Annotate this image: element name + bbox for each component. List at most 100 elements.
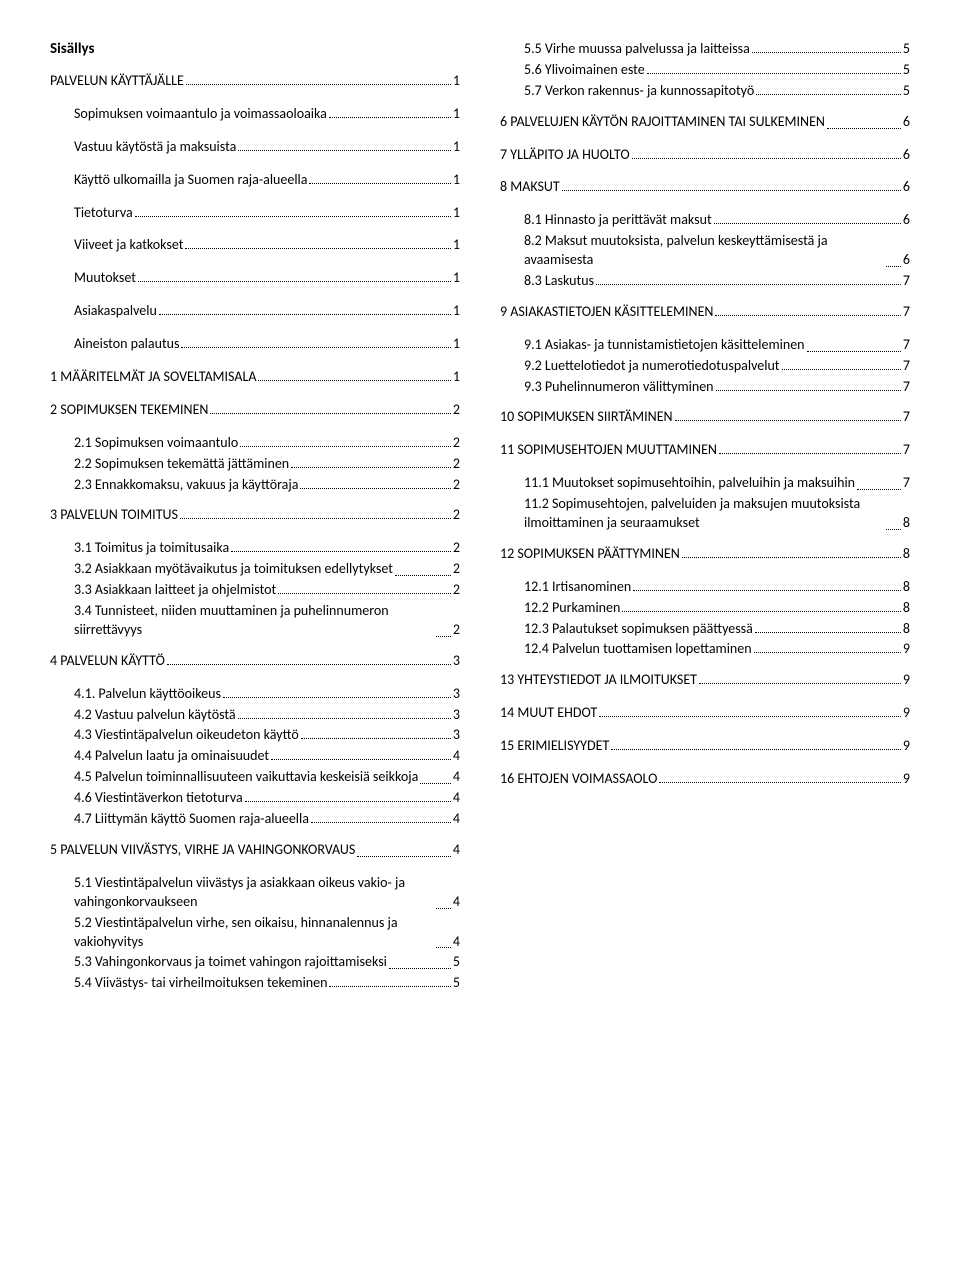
toc-entry-text: 16 EHTOJEN VOIMASSAOLO	[500, 770, 657, 789]
toc-entry-text: Tietoturva	[74, 204, 133, 223]
toc-entry-page: 4	[453, 789, 460, 808]
toc-leader-dots	[715, 315, 900, 316]
toc-entry-text: Vastuu käytöstä ja maksuista	[74, 138, 236, 157]
toc-entry-text: 5.5 Virhe muussa palvelussa ja laitteiss…	[524, 40, 750, 59]
toc-entry: 3.2 Asiakkaan myötävaikutus ja toimituks…	[50, 560, 460, 579]
toc-leader-dots	[886, 266, 901, 267]
toc-entry: 13 YHTEYSTIEDOT JA ILMOITUKSET9	[500, 671, 910, 690]
toc-entry: PALVELUN KÄYTTÄJÄLLE1	[50, 72, 460, 91]
toc-entry-page: 4	[453, 933, 460, 952]
toc-leader-dots	[436, 947, 451, 948]
toc-entry: 10 SOPIMUKSEN SIIRTÄMINEN7	[500, 408, 910, 427]
toc-entry: 5.7 Verkon rakennus- ja kunnossapitotyö5	[500, 82, 910, 101]
toc-leader-dots	[301, 738, 451, 739]
toc-entry: 9.3 Puhelinnumeron välittyminen 7	[500, 378, 910, 397]
toc-entry-page: 8	[903, 514, 910, 533]
toc-entry: Asiakaspalvelu1	[50, 302, 460, 321]
toc-leader-dots	[223, 697, 451, 698]
toc-entry: Muutokset1	[50, 269, 460, 288]
toc-entry-text: 8 MAKSUT	[500, 178, 560, 197]
toc-entry-text: 14 MUUT EHDOT	[500, 704, 597, 723]
toc-entry-text: 4.3 Viestintäpalvelun oikeudeton käyttö	[74, 726, 299, 745]
toc-entry-page: 9	[903, 704, 910, 723]
toc-entry-page: 3	[453, 726, 460, 745]
toc-entry-text: 3.3 Asiakkaan laitteet ja ohjelmistot	[74, 581, 276, 600]
toc-leader-dots	[754, 652, 901, 653]
toc-entry-page: 1	[453, 236, 460, 255]
toc-entry-text: 4.1. Palvelun käyttöoikeus	[74, 685, 221, 704]
toc-leader-dots	[596, 284, 901, 285]
right-column: 5.5 Virhe muussa palvelussa ja laitteiss…	[500, 40, 910, 995]
toc-entry: Käyttö ulkomailla ja Suomen raja-alueell…	[50, 171, 460, 190]
toc-entry-text: 10 SOPIMUKSEN SIIRTÄMINEN	[500, 408, 673, 427]
toc-entry-text: 12.2 Purkaminen	[524, 599, 620, 618]
toc-entry: 2.2 Sopimuksen tekemättä jättäminen2	[50, 455, 460, 474]
toc-entry-text: Aineiston palautus	[74, 335, 179, 354]
toc-entry-page: 4	[453, 893, 460, 912]
toc-entry-page: 9	[903, 640, 910, 659]
toc-entry: 8 MAKSUT6	[500, 178, 910, 197]
toc-entry-text: 5.3 Vahingonkorvaus ja toimet vahingon r…	[74, 953, 387, 972]
toc-leader-dots	[756, 94, 901, 95]
toc-entry-page: 5	[903, 61, 910, 80]
toc-entry-text: 4.2 Vastuu palvelun käytöstä	[74, 706, 236, 725]
toc-entry-page: 7	[903, 336, 910, 355]
toc-entry-page: 2	[453, 539, 460, 558]
toc-entry-page: 6	[903, 146, 910, 165]
toc-entry-text: PALVELUN KÄYTTÄJÄLLE	[50, 72, 184, 91]
toc-leader-dots	[159, 314, 451, 315]
toc-leader-dots	[675, 420, 901, 421]
toc-entry-page: 9	[903, 770, 910, 789]
toc-entry: 12.2 Purkaminen8	[500, 599, 910, 618]
toc-entry-page: 1	[453, 105, 460, 124]
toc-entry-page: 7	[903, 357, 910, 376]
toc-entry-text: 8.1 Hinnasto ja perittävät maksut	[524, 211, 712, 230]
toc-entry-page: 7	[903, 378, 910, 397]
toc-entry: 12.1 Irtisanominen8	[500, 578, 910, 597]
toc-entry-text: 6 PALVELUJEN KÄYTÖN RAJOITTAMINEN TAI SU…	[500, 113, 825, 132]
toc-leader-dots	[562, 190, 901, 191]
toc-leader-dots	[278, 593, 451, 594]
toc-entry-text: 11.1 Muutokset sopimusehtoihin, palvelui…	[524, 474, 855, 493]
toc-leader-dots	[135, 216, 451, 217]
toc-entry: 15 ERIMIELISYYDET9	[500, 737, 910, 756]
toc-entry: 7 YLLÄPITO JA HUOLTO6	[500, 146, 910, 165]
toc-entry-page: 4	[453, 810, 460, 829]
toc-entry-text: 9.1 Asiakas- ja tunnistamistietojen käsi…	[524, 336, 805, 355]
toc-entry-text: 2 SOPIMUKSEN TEKEMINEN	[50, 401, 208, 420]
toc-leader-dots	[395, 575, 451, 576]
toc-entry-page: 4	[453, 768, 460, 787]
toc-leader-dots	[632, 158, 901, 159]
toc-leader-dots	[329, 986, 450, 987]
toc-entry-text: 15 ERIMIELISYYDET	[500, 737, 609, 756]
toc-entry-page: 2	[453, 401, 460, 420]
toc-entry: 3 PALVELUN TOIMITUS2	[50, 506, 460, 525]
toc-entry-page: 4	[453, 841, 460, 860]
toc-leader-dots	[300, 488, 450, 489]
toc-entry: 11 SOPIMUSEHTOJEN MUUTTAMINEN7	[500, 441, 910, 460]
toc-leader-dots	[807, 351, 901, 352]
toc-entry: 5.1 Viestintäpalvelun viivästys ja asiak…	[50, 874, 460, 912]
toc-entry-page: 5	[903, 82, 910, 101]
toc-leader-dots	[755, 632, 901, 633]
toc-entry-text: Asiakaspalvelu	[74, 302, 157, 321]
toc-leader-dots	[782, 369, 901, 370]
toc-entry-text: 3 PALVELUN TOIMITUS	[50, 506, 178, 525]
toc-leader-dots	[240, 446, 451, 447]
toc-entry: 16 EHTOJEN VOIMASSAOLO 9	[500, 770, 910, 789]
toc-entry-text: 9.3 Puhelinnumeron välittyminen	[524, 378, 714, 397]
toc-entry: 12.3 Palautukset sopimuksen päättyessä8	[500, 620, 910, 639]
toc-entry-text: 5.2 Viestintäpalvelun virhe, sen oikaisu…	[74, 914, 434, 952]
toc-entry-text: Viiveet ja katkokset	[74, 236, 183, 255]
toc-entry: 4.6 Viestintäverkon tietoturva4	[50, 789, 460, 808]
toc-entry-text: 9 ASIAKASTIETOJEN KÄSITTELEMINEN	[500, 303, 713, 322]
toc-entry: 8.2 Maksut muutoksista, palvelun keskeyt…	[500, 232, 910, 270]
toc-entry: 4 PALVELUN KÄYTTÖ3	[50, 652, 460, 671]
toc-entry-page: 8	[903, 545, 910, 564]
toc-entry: 8.1 Hinnasto ja perittävät maksut6	[500, 211, 910, 230]
toc-entry-text: Muutokset	[74, 269, 136, 288]
toc-entry: Vastuu käytöstä ja maksuista1	[50, 138, 460, 157]
toc-entry: 3.4 Tunnisteet, niiden muuttaminen ja pu…	[50, 602, 460, 640]
toc-entry: 2.1 Sopimuksen voimaantulo2	[50, 434, 460, 453]
toc-leader-dots	[309, 183, 450, 184]
